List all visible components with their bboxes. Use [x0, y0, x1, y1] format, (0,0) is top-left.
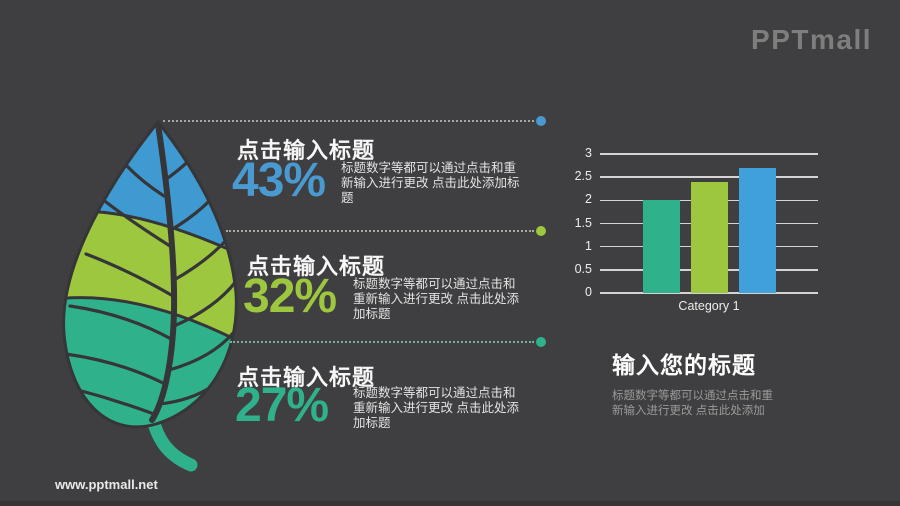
footer-url: www.pptmall.net — [55, 477, 158, 492]
chart-bar — [643, 200, 680, 293]
dotted-divider-1 — [163, 116, 546, 126]
divider-dot-3 — [536, 337, 546, 347]
y-axis-tick-label: 2.5 — [574, 169, 592, 184]
item-percent-3: 27% — [235, 379, 329, 432]
stat-item-2: 点击输入标题 32% 标题数字等都可以通过点击和重新输入进行更改 点击此处添加标… — [160, 226, 546, 338]
bar-chart: 0 0.5 1 1.5 2 2.5 3 Category 1 — [560, 145, 826, 325]
chart-bar — [691, 181, 728, 293]
y-axis-tick-label: 0.5 — [574, 261, 592, 276]
stat-item-3: 点击输入标题 27% 标题数字等都可以通过点击和重新输入进行更改 点击此处添加标… — [160, 337, 546, 449]
item-percent-2: 32% — [243, 270, 337, 323]
chart-gridline — [600, 176, 818, 178]
y-axis-tick-label: 2 — [585, 192, 592, 207]
leaf-illustration — [28, 108, 248, 478]
item-percent-1: 43% — [232, 154, 326, 207]
item-title-2: 点击输入标题 — [247, 254, 386, 279]
pptmall-logo: PPTmall — [751, 24, 872, 55]
y-axis-tick-label: 1.5 — [574, 215, 592, 230]
leaf-outline — [62, 119, 238, 429]
y-axis-tick-label: 0 — [585, 285, 592, 299]
dotted-divider-2 — [226, 226, 546, 236]
summary-description: 标题数字等都可以通过点击和重新输入进行更改 点击此处添加 — [612, 390, 773, 417]
summary-block: 输入您的标题 标题数字等都可以通过点击和重新输入进行更改 点击此处添加 — [612, 346, 802, 419]
x-axis-category-label: Category 1 — [678, 299, 740, 313]
leaf-svg — [62, 119, 238, 472]
slide-bottom-edge — [0, 501, 900, 506]
y-axis-tick-label: 1 — [585, 238, 592, 253]
divider-dot-2 — [536, 226, 546, 236]
summary-title: 输入您的标题 — [612, 352, 756, 378]
item-title-1: 点击输入标题 — [237, 138, 376, 163]
chart-bar — [739, 167, 776, 293]
dotted-divider-3 — [230, 337, 546, 347]
y-axis-tick-label: 3 — [585, 146, 592, 160]
chart-gridline — [600, 153, 818, 155]
item-description-3: 标题数字等都可以通过点击和重新输入进行更改 点击此处添加标题 — [353, 386, 519, 430]
chart-gridline — [600, 292, 818, 294]
item-description-2: 标题数字等都可以通过点击和重新输入进行更改 点击此处添加标题 — [353, 277, 519, 321]
leaf-band-teal — [63, 297, 237, 427]
stat-item-1: 点击输入标题 43% 标题数字等都可以通过点击和重新输入进行更改 点击此处添加标… — [160, 116, 546, 228]
item-description-1: 标题数字等都可以通过点击和重新输入进行更改 点击此处添加标题 — [341, 161, 520, 205]
item-title-3: 点击输入标题 — [237, 365, 376, 390]
divider-dot-1 — [536, 116, 546, 126]
